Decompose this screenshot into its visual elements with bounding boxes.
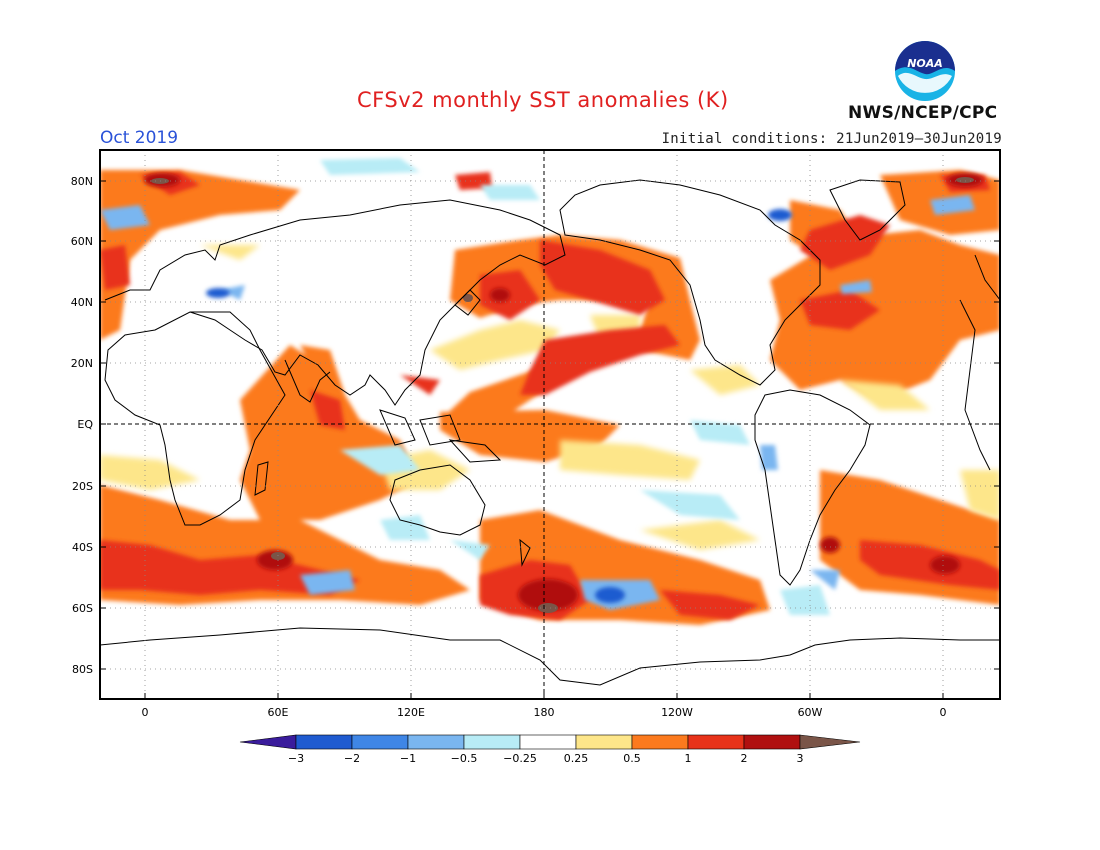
- lat-label: 20N: [71, 357, 93, 370]
- lat-label: 40S: [72, 541, 93, 554]
- lat-label: 20S: [72, 480, 93, 493]
- lon-label: 180: [534, 706, 555, 719]
- colorbar-label: 2: [741, 752, 748, 765]
- noaa-logo: NOAA: [895, 41, 955, 101]
- colorbar-label: 3: [797, 752, 804, 765]
- lat-labels: 80N 60N 40N 20N EQ 20S 40S 60S 80S: [71, 175, 94, 676]
- colorbar-swatch: [519, 734, 577, 750]
- coastlines: [100, 179, 1000, 686]
- graticule: [100, 150, 1000, 699]
- lon-label: 60E: [268, 706, 289, 719]
- colorbar-swatch: [407, 734, 465, 750]
- map-frame: [99, 149, 1001, 700]
- colorbar-swatch: [463, 734, 521, 750]
- lon-label: 0: [142, 706, 149, 719]
- colorbar-label: 0.25: [564, 752, 589, 765]
- forecast-month: Oct 2019: [100, 128, 179, 148]
- map-title: CFSv2 monthly SST anomalies (K): [357, 88, 729, 112]
- initial-conditions: Initial conditions: 21Jun2019–30Jun2019: [661, 131, 1002, 147]
- colorbar-label: −2: [344, 752, 360, 765]
- colorbar-label: 1: [685, 752, 692, 765]
- lon-labels: 0 60E 120E 180 120W 60W 0: [142, 706, 947, 719]
- lon-label: 120W: [661, 706, 693, 719]
- colorbar-swatch: [295, 734, 353, 750]
- lat-label: 40N: [71, 296, 93, 309]
- lon-label: 60W: [798, 706, 823, 719]
- lat-label: 80S: [72, 663, 93, 676]
- colorbar-high-arrow: [799, 734, 861, 750]
- anomaly-field: [100, 150, 1000, 699]
- agency-label: NWS/NCEP/CPC: [848, 103, 998, 123]
- colorbar-label: −0.5: [451, 752, 478, 765]
- lon-label: 0: [940, 706, 947, 719]
- colorbar-swatch: [351, 734, 409, 750]
- colorbar-label: 0.5: [623, 752, 641, 765]
- logo-text: NOAA: [907, 57, 943, 70]
- lat-label: EQ: [77, 418, 93, 431]
- colorbar-swatch: [743, 734, 801, 750]
- lat-label: 60N: [71, 235, 93, 248]
- axis-ticks: [100, 180, 1000, 699]
- lat-label: 60S: [72, 602, 93, 615]
- colorbar: [239, 734, 861, 750]
- colorbar-label: −3: [288, 752, 304, 765]
- lon-label: 120E: [397, 706, 425, 719]
- colorbar-low-arrow: [239, 734, 297, 750]
- lat-label: 80N: [71, 175, 93, 188]
- colorbar-swatch: [687, 734, 745, 750]
- colorbar-labels: −3 −2 −1 −0.5 −0.25 0.25 0.5 1 2 3: [288, 752, 804, 765]
- colorbar-label: −1: [400, 752, 416, 765]
- colorbar-swatch: [631, 734, 689, 750]
- colorbar-swatch: [575, 734, 633, 750]
- colorbar-label: −0.25: [503, 752, 537, 765]
